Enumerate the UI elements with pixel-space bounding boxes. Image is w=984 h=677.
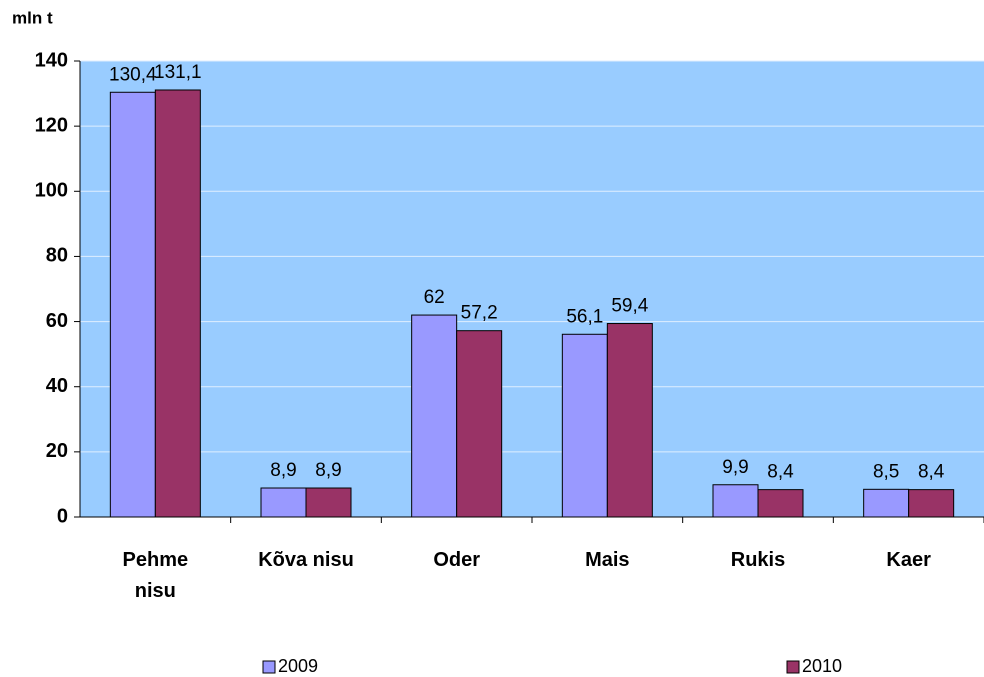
x-tick-label: Kaer <box>886 549 931 571</box>
x-tick-label: Rukis <box>730 549 786 571</box>
bar <box>606 323 653 518</box>
data-label: 59,4 <box>611 296 648 317</box>
data-label: 131,1 <box>154 62 202 83</box>
y-tick-label: 100 <box>35 180 68 202</box>
y-axis-label: mln t <box>12 8 53 27</box>
plot-area <box>80 61 984 517</box>
bar <box>712 484 759 518</box>
y-tick-label: 20 <box>46 440 68 462</box>
y-tick-label: 0 <box>57 505 68 527</box>
x-tick-label: Pehme nisu <box>122 549 189 602</box>
x-tick-label: Oder <box>433 549 480 571</box>
bar <box>561 333 608 518</box>
data-label: 56,1 <box>566 306 603 327</box>
legend-swatch <box>262 660 276 674</box>
y-tick-label: 140 <box>35 49 68 71</box>
bar <box>908 489 955 518</box>
bar <box>109 91 156 518</box>
legend-swatch <box>786 660 800 674</box>
y-tick-label: 120 <box>35 114 68 136</box>
y-tick-label: 40 <box>46 375 68 397</box>
data-label: 130,4 <box>109 64 157 85</box>
y-tick-label: 60 <box>46 310 68 332</box>
bar <box>456 330 503 518</box>
data-label: 62 <box>424 287 445 308</box>
bar <box>154 89 201 518</box>
bar <box>260 487 307 518</box>
data-label: 8,4 <box>918 462 945 483</box>
legend-label: 2009 <box>278 656 318 676</box>
data-label: 8,9 <box>270 460 296 481</box>
data-label: 9,9 <box>722 457 748 478</box>
bar <box>305 487 352 518</box>
bar <box>863 488 910 518</box>
bar <box>411 314 458 518</box>
bar <box>757 489 804 518</box>
y-tick-label: 80 <box>46 245 68 267</box>
data-label: 8,5 <box>873 461 899 482</box>
data-label: 8,9 <box>315 460 341 481</box>
data-label: 57,2 <box>461 303 498 324</box>
x-tick-label: Kõva nisu <box>258 549 354 571</box>
legend-label: 2010 <box>802 656 842 676</box>
data-label: 8,4 <box>767 462 794 483</box>
x-tick-label: Mais <box>585 549 630 571</box>
